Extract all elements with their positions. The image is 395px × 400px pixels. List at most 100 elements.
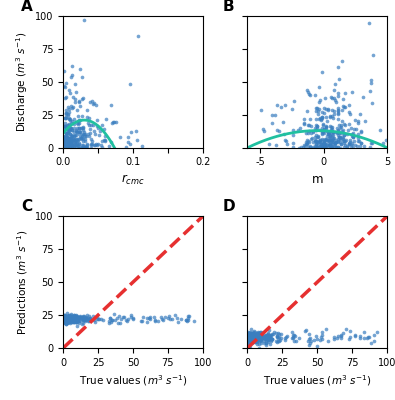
Point: [62, 141, 69, 148]
Point: [72, 138, 78, 144]
Point: [251, 336, 257, 342]
Point: [70, 312, 77, 318]
Point: [68, 317, 74, 324]
Point: [80, 127, 86, 133]
Point: [290, 335, 296, 341]
Point: [246, 333, 252, 340]
Point: [293, 337, 299, 344]
Point: [355, 135, 361, 141]
Point: [335, 106, 341, 113]
Point: [326, 130, 332, 136]
Point: [73, 319, 79, 325]
Point: [274, 127, 280, 133]
Point: [64, 314, 71, 320]
Point: [335, 108, 341, 114]
Point: [84, 142, 90, 148]
Point: [337, 335, 344, 342]
Point: [330, 137, 337, 144]
Point: [110, 119, 116, 125]
Point: [62, 316, 68, 323]
Point: [98, 316, 104, 322]
Point: [109, 317, 115, 323]
Point: [65, 104, 71, 110]
Point: [62, 140, 68, 146]
Point: [332, 140, 339, 147]
Point: [339, 332, 345, 339]
Point: [146, 315, 152, 322]
Point: [67, 117, 73, 124]
Point: [71, 144, 77, 150]
Point: [66, 109, 72, 115]
Point: [314, 144, 320, 150]
Point: [350, 133, 356, 139]
Point: [102, 137, 108, 143]
Point: [350, 144, 357, 151]
Point: [327, 114, 334, 120]
Point: [248, 335, 254, 342]
Point: [321, 130, 327, 136]
Point: [332, 80, 338, 87]
Point: [325, 137, 331, 143]
Point: [357, 143, 363, 150]
Point: [316, 99, 322, 105]
Point: [67, 313, 73, 319]
Point: [356, 138, 362, 144]
Point: [109, 120, 115, 126]
Point: [106, 318, 112, 324]
Point: [79, 144, 85, 150]
Point: [248, 331, 254, 337]
Point: [84, 114, 90, 120]
Point: [70, 104, 76, 110]
Point: [329, 137, 336, 143]
Point: [160, 316, 166, 323]
Point: [248, 334, 254, 341]
Point: [334, 125, 340, 132]
Point: [315, 138, 322, 145]
Point: [61, 315, 68, 322]
Point: [117, 320, 123, 326]
Point: [245, 337, 251, 344]
Point: [252, 334, 258, 340]
Point: [68, 140, 74, 147]
Point: [338, 130, 344, 136]
Point: [272, 112, 278, 118]
Point: [252, 335, 259, 341]
Point: [247, 328, 254, 335]
Point: [327, 140, 333, 147]
Point: [253, 332, 259, 339]
Point: [76, 99, 82, 105]
Point: [254, 334, 260, 340]
Point: [312, 143, 318, 150]
Point: [253, 336, 259, 342]
Point: [89, 98, 95, 104]
Point: [249, 333, 255, 340]
Point: [245, 333, 252, 340]
Point: [326, 143, 332, 149]
Point: [322, 144, 328, 151]
Point: [335, 144, 341, 150]
Point: [66, 128, 72, 134]
Point: [248, 334, 254, 341]
Point: [263, 336, 269, 342]
Point: [345, 120, 352, 127]
Point: [336, 76, 342, 82]
Point: [251, 334, 258, 340]
Point: [314, 123, 320, 129]
Point: [64, 314, 70, 321]
Point: [265, 337, 271, 344]
Point: [68, 133, 74, 140]
Point: [99, 122, 105, 129]
Point: [275, 335, 282, 341]
Point: [247, 336, 253, 342]
Point: [256, 341, 262, 347]
Point: [61, 137, 68, 143]
Point: [319, 136, 325, 142]
Point: [77, 125, 84, 131]
Point: [245, 334, 251, 340]
Point: [273, 142, 279, 148]
Point: [63, 138, 69, 144]
Point: [62, 139, 69, 146]
Point: [248, 339, 254, 346]
Point: [101, 137, 107, 143]
Point: [61, 318, 67, 324]
